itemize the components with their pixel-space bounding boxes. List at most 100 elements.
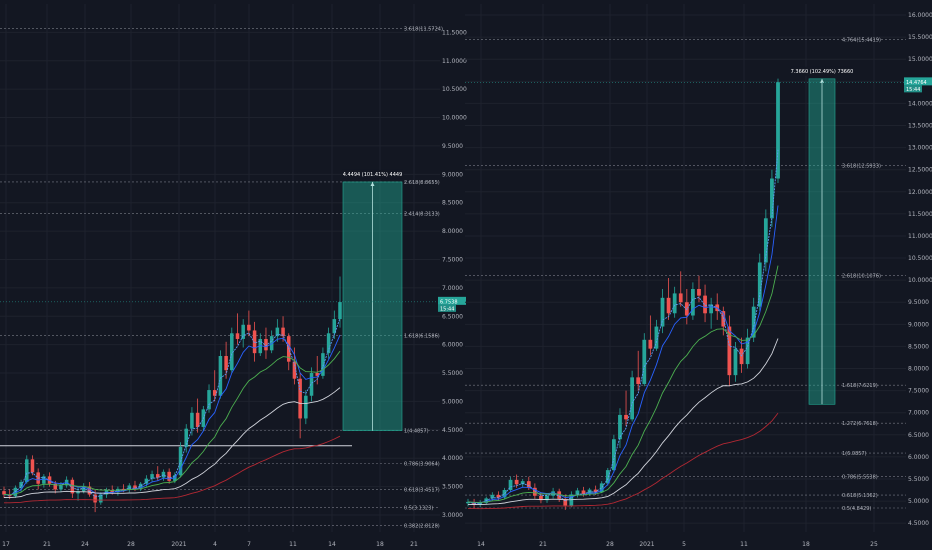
candle-body — [309, 373, 314, 396]
x-tick-label: 5 — [682, 541, 686, 548]
y-tick-label: 5.0000 — [442, 398, 463, 405]
candle-body — [672, 293, 677, 314]
candle-body — [727, 326, 732, 376]
chart-panel-1: 3.0000 3.5000 4.0000 4.5000 5.0000 5.5000 6.00… — [0, 4, 467, 548]
moving-average-slow — [4, 435, 341, 504]
candle-body — [230, 333, 234, 371]
candle-body — [326, 333, 331, 354]
candle-body — [648, 339, 653, 349]
candle-body — [275, 327, 280, 337]
candle-body — [581, 490, 586, 495]
candle-body — [532, 487, 537, 496]
price-tag-sub: 15:44 — [440, 306, 454, 312]
candle-body — [770, 178, 774, 219]
fib-level-label: 1(4.4857) — [404, 429, 429, 435]
moving-average-mid — [467, 265, 779, 503]
chart-panel-2: 4.5000 5.0000 5.5000 6.0000 6.5000 7.0000 7.50… — [465, 4, 932, 548]
candle-body — [751, 306, 756, 338]
candle-body — [87, 486, 92, 495]
fib-level-label: 1.618(6.1586) — [404, 334, 440, 340]
fib-level-label: 1.618(7.6219) — [842, 383, 878, 389]
y-tick-label: 7.5000 — [908, 388, 929, 395]
y-tick-label: 5.5000 — [442, 370, 463, 377]
candle-body — [605, 470, 610, 484]
y-tick-label: 6.0000 — [908, 454, 929, 461]
moving-average-long — [467, 338, 779, 506]
candle-body — [776, 82, 780, 179]
x-tick-label: 21 — [410, 541, 418, 548]
candle-body — [630, 377, 635, 420]
y-tick-label: 15.0000 — [908, 56, 932, 63]
y-tick-label: 5.5000 — [908, 476, 929, 483]
candle-body — [30, 459, 35, 473]
x-tick-label: 28 — [606, 541, 614, 548]
candle-body — [709, 304, 714, 314]
candle-body — [224, 356, 228, 371]
y-tick-label: 10.5000 — [908, 255, 932, 262]
candle-body — [2, 491, 6, 495]
candle-body — [235, 333, 240, 339]
y-tick-label: 3.5000 — [442, 484, 463, 491]
moving-average-fast — [467, 149, 779, 504]
x-tick-label: 21 — [539, 541, 547, 548]
fib-level-label: 0.618(5.1362) — [842, 493, 878, 499]
x-tick-label: 28 — [127, 541, 135, 548]
price-tag-sub: 15:44 — [906, 87, 920, 93]
x-tick-label: 7 — [247, 541, 251, 548]
y-tick-label: 5.0000 — [908, 498, 929, 505]
y-tick-label: 9.0000 — [908, 321, 929, 328]
candle-body — [138, 483, 143, 489]
candle-body — [545, 495, 549, 501]
x-tick-label: 11 — [289, 541, 297, 548]
moving-average-mid — [3, 350, 341, 496]
candle-body — [514, 479, 519, 485]
y-tick-label: 12.5000 — [908, 167, 932, 174]
candle-body — [269, 336, 274, 351]
x-tick-label: 17 — [2, 541, 10, 548]
x-tick-label: 2021 — [639, 541, 654, 548]
candle-body — [636, 377, 641, 384]
measure-label: 7.3660 (102.49%) 73660 — [791, 69, 854, 75]
candle-body — [611, 439, 616, 471]
candle-body — [93, 494, 97, 503]
candle-body — [304, 395, 308, 419]
y-tick-label: 13.5000 — [908, 123, 932, 130]
candle-body — [496, 494, 501, 498]
x-tick-label: 25 — [870, 541, 878, 548]
candle-body — [703, 295, 707, 314]
x-tick-label: 2021 — [171, 541, 186, 548]
candle-body — [53, 483, 58, 490]
y-tick-label: 9.0000 — [442, 171, 463, 178]
fib-level-label: 0.786(5.5538) — [842, 475, 878, 481]
x-tick-label: 11 — [740, 541, 748, 548]
y-tick-label: 10.0000 — [908, 277, 932, 284]
price-tag-sub-bg — [904, 85, 922, 93]
candle-body — [99, 494, 103, 503]
candle-body — [757, 262, 762, 307]
y-tick-label: 4.5000 — [908, 520, 929, 527]
candle-body — [110, 489, 114, 493]
y-tick-label: 13.0000 — [908, 145, 932, 152]
candle-body — [167, 471, 171, 481]
y-tick-label: 8.5000 — [908, 343, 929, 350]
candle-body — [618, 414, 622, 440]
y-tick-label: 9.5000 — [442, 143, 463, 150]
y-tick-label: 11.5000 — [442, 29, 467, 36]
y-tick-label: 14.0000 — [908, 100, 932, 107]
candle-body — [660, 297, 665, 327]
candle-body — [184, 428, 189, 447]
x-tick-label: 18 — [376, 541, 384, 548]
candle-body — [466, 501, 470, 504]
candle-body — [642, 339, 647, 384]
y-tick-label: 12.0000 — [908, 189, 932, 196]
fib-level-label: 0.5(4.8429) — [842, 506, 871, 512]
candle-body — [563, 498, 568, 506]
candle-body — [502, 490, 507, 498]
fib-level-label: 0.5(3.1323) — [404, 505, 433, 511]
moving-average-slow — [468, 412, 779, 510]
candle-body — [575, 490, 580, 495]
candle-body — [526, 481, 531, 488]
candle-body — [666, 297, 671, 314]
candle-body — [218, 356, 223, 396]
